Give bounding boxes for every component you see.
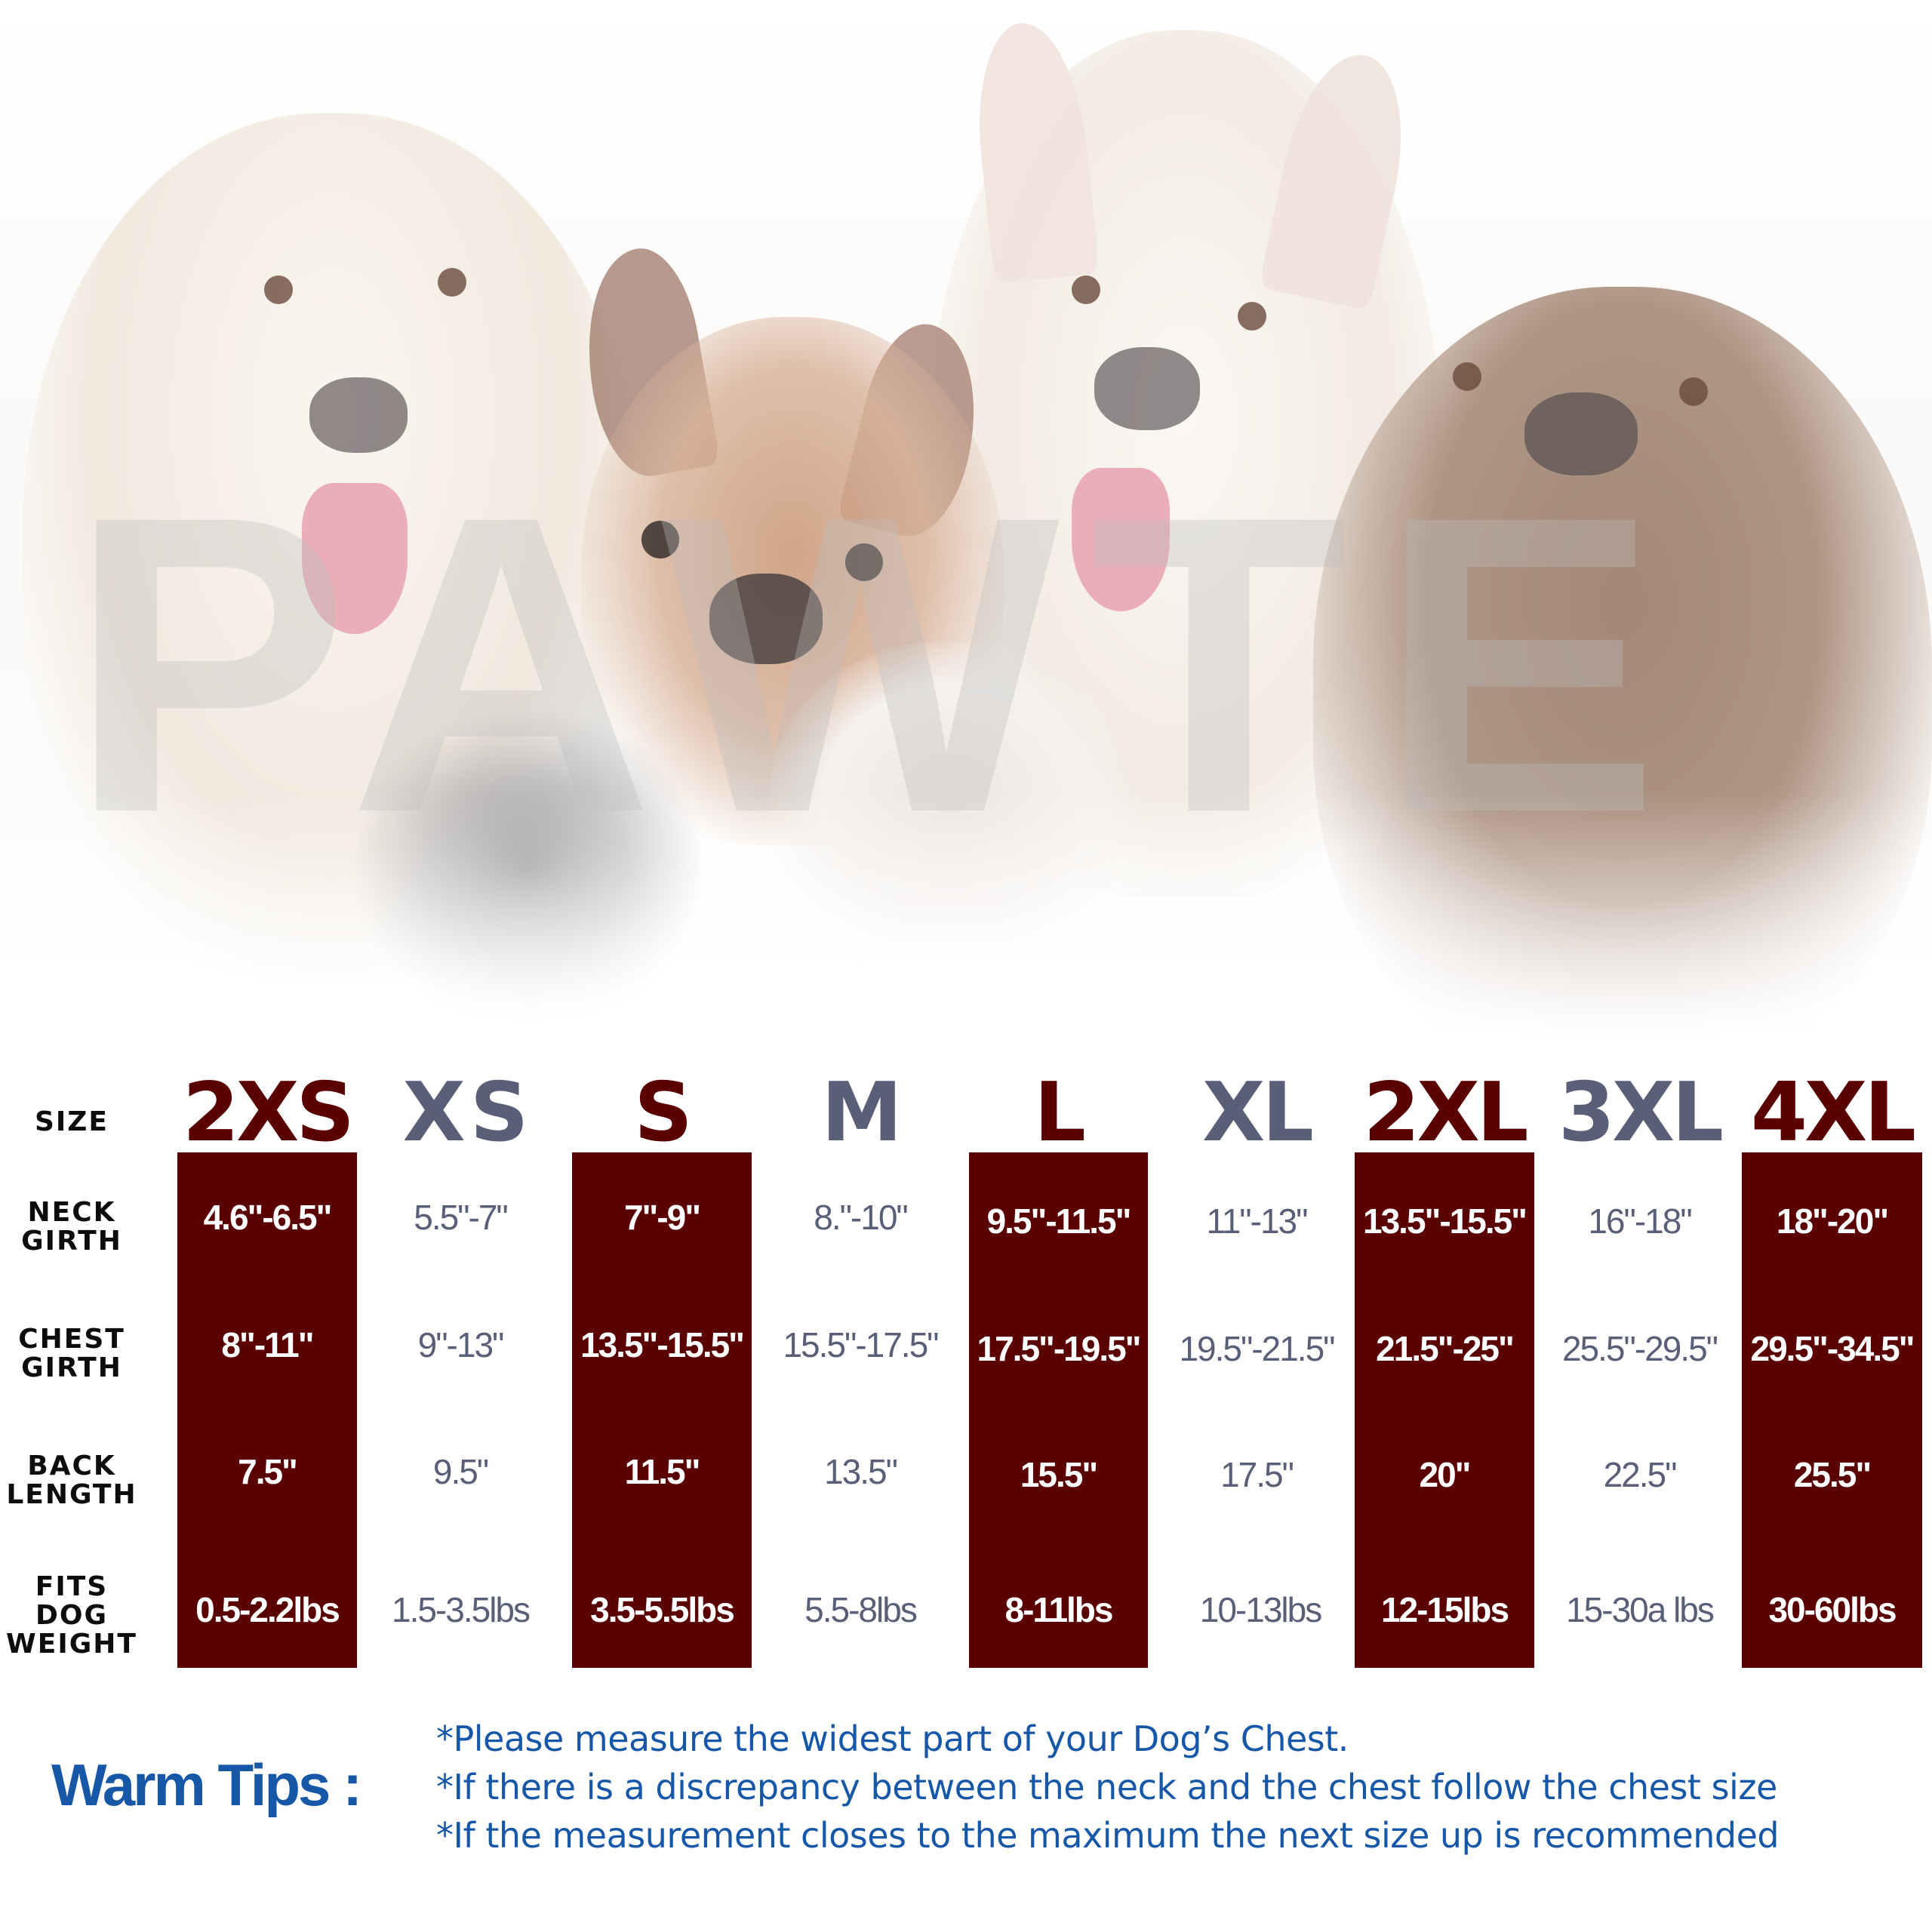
cell-chest-2xl: 21.5"-25" <box>1376 1329 1515 1368</box>
cell-weight-2xl: 12-15lbs <box>1380 1590 1509 1629</box>
nose <box>1524 392 1638 475</box>
cell-back-2xs: 7.5" <box>238 1452 298 1491</box>
size-header-xs: XS <box>402 1066 534 1160</box>
eye <box>264 275 293 304</box>
cell-neck-4xl: 18"-20" <box>1776 1201 1889 1241</box>
cell-back-l: 15.5" <box>1020 1455 1098 1494</box>
tongue <box>302 483 408 634</box>
cell-neck-m: 8."-10" <box>814 1198 909 1237</box>
cell-weight-s: 3.5-5.5lbs <box>590 1590 735 1629</box>
size-header-3xl: 3XL <box>1558 1066 1724 1160</box>
cell-weight-3xl: 15-30a lbs <box>1566 1590 1715 1629</box>
tip-item: *If the measurement closes to the maximu… <box>436 1815 1780 1856</box>
tip-item: *If there is a discrepancy between the n… <box>436 1767 1777 1807</box>
cell-chest-3xl: 25.5"-29.5" <box>1561 1329 1718 1368</box>
cell-weight-4xl: 30-60lbs <box>1768 1590 1897 1629</box>
cell-back-xs: 9.5" <box>432 1452 489 1491</box>
cell-back-4xl: 25.5" <box>1793 1455 1872 1494</box>
column-bar-4xl <box>1742 1152 1922 1668</box>
cell-chest-s: 13.5"-15.5" <box>580 1325 745 1364</box>
row-label-back-length: BACK LENGTH <box>6 1451 137 1510</box>
tongue <box>1072 468 1170 611</box>
cell-neck-3xl: 16"-18" <box>1588 1201 1692 1241</box>
cell-chest-m: 15.5"-17.5" <box>783 1325 939 1364</box>
column-bar-s <box>572 1152 752 1668</box>
column-bar-l <box>969 1152 1148 1668</box>
eye <box>1453 362 1481 391</box>
cell-neck-2xl: 13.5"-15.5" <box>1363 1201 1527 1241</box>
cell-neck-xl: 11"-13" <box>1206 1201 1309 1241</box>
cell-neck-2xs: 4.6"-6.5" <box>203 1198 333 1237</box>
cell-back-s: 11.5" <box>624 1452 701 1491</box>
hero-dog-photo: PAWTE <box>0 0 1932 1072</box>
row-label-neck-girth: NECK GIRTH <box>21 1197 122 1257</box>
eye <box>641 521 679 558</box>
size-chart: SIZE NECK GIRTH CHEST GIRTH BACK LENGTH FIT… <box>0 1057 1932 1675</box>
cell-weight-2xs: 0.5-2.2lbs <box>195 1590 340 1629</box>
eye <box>1679 377 1708 406</box>
size-header-4xl: 4XL <box>1750 1066 1916 1160</box>
hero-fade <box>0 792 1932 1072</box>
cell-weight-l: 8-11lbs <box>1004 1590 1114 1629</box>
row-label-chest-girth: CHEST GIRTH <box>18 1324 125 1383</box>
cell-chest-xl: 19.5"-21.5" <box>1179 1329 1335 1368</box>
cell-neck-xs: 5.5"-7" <box>414 1198 509 1237</box>
nose <box>309 377 408 453</box>
size-header-l: L <box>1034 1066 1086 1160</box>
cell-back-2xl: 20" <box>1419 1455 1472 1494</box>
size-header-2xl: 2XL <box>1363 1066 1528 1160</box>
eye <box>845 543 883 581</box>
cell-weight-m: 5.5-8lbs <box>804 1590 918 1629</box>
cell-chest-4xl: 29.5"-34.5" <box>1750 1329 1915 1368</box>
size-header-2xs: 2XS <box>182 1066 355 1160</box>
eye <box>438 268 466 297</box>
size-header-xl: XL <box>1201 1066 1314 1160</box>
eye <box>1072 275 1100 304</box>
cell-neck-l: 9.5"-11.5" <box>986 1201 1132 1241</box>
cell-back-m: 13.5" <box>824 1452 898 1491</box>
warm-tips-list: *Please measure the widest part of your … <box>436 1715 1780 1860</box>
column-bar-2xs <box>177 1152 357 1668</box>
cell-chest-xs: 9"-13" <box>417 1325 505 1364</box>
column-bar-2xl <box>1355 1152 1534 1668</box>
cell-weight-xl: 10-13lbs <box>1199 1590 1322 1629</box>
size-header-s: S <box>634 1066 693 1160</box>
warm-tips-title: Warm Tips : <box>51 1752 362 1818</box>
cell-chest-l: 17.5"-19.5" <box>977 1329 1142 1368</box>
row-label-fits-dog-weight: FITS DOG WEIGHT <box>6 1571 137 1660</box>
nose <box>709 574 823 664</box>
nose <box>1094 347 1200 430</box>
eye <box>1238 302 1266 331</box>
tip-item: *Please measure the widest part of your … <box>436 1718 1349 1759</box>
cell-back-3xl: 22.5" <box>1603 1455 1678 1494</box>
cell-neck-s: 7"-9" <box>623 1198 701 1237</box>
row-label-size: SIZE <box>34 1106 109 1137</box>
cell-back-xl: 17.5" <box>1220 1455 1294 1494</box>
cell-chest-2xs: 8"-11" <box>221 1325 314 1364</box>
size-header-m: M <box>821 1066 902 1160</box>
cell-weight-xs: 1.5-3.5lbs <box>391 1590 531 1629</box>
